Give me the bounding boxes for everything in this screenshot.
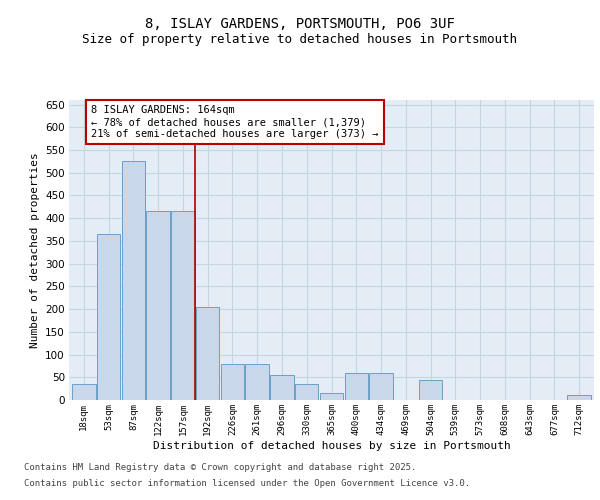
Text: Contains HM Land Registry data © Crown copyright and database right 2025.: Contains HM Land Registry data © Crown c… — [24, 464, 416, 472]
Bar — [97, 234, 121, 400]
Bar — [221, 364, 244, 400]
Bar — [344, 372, 368, 400]
Bar — [369, 372, 393, 400]
Bar — [320, 393, 343, 400]
Bar — [568, 396, 591, 400]
Bar — [171, 212, 194, 400]
Bar — [196, 307, 220, 400]
Text: 8, ISLAY GARDENS, PORTSMOUTH, PO6 3UF: 8, ISLAY GARDENS, PORTSMOUTH, PO6 3UF — [145, 18, 455, 32]
X-axis label: Distribution of detached houses by size in Portsmouth: Distribution of detached houses by size … — [152, 440, 511, 450]
Bar — [122, 162, 145, 400]
Text: Contains public sector information licensed under the Open Government Licence v3: Contains public sector information licen… — [24, 478, 470, 488]
Bar — [419, 380, 442, 400]
Text: 8 ISLAY GARDENS: 164sqm
← 78% of detached houses are smaller (1,379)
21% of semi: 8 ISLAY GARDENS: 164sqm ← 78% of detache… — [91, 106, 378, 138]
Bar — [295, 384, 319, 400]
Bar — [245, 364, 269, 400]
Bar — [72, 384, 95, 400]
Y-axis label: Number of detached properties: Number of detached properties — [29, 152, 40, 348]
Bar — [270, 375, 294, 400]
Bar — [146, 212, 170, 400]
Text: Size of property relative to detached houses in Portsmouth: Size of property relative to detached ho… — [83, 32, 517, 46]
